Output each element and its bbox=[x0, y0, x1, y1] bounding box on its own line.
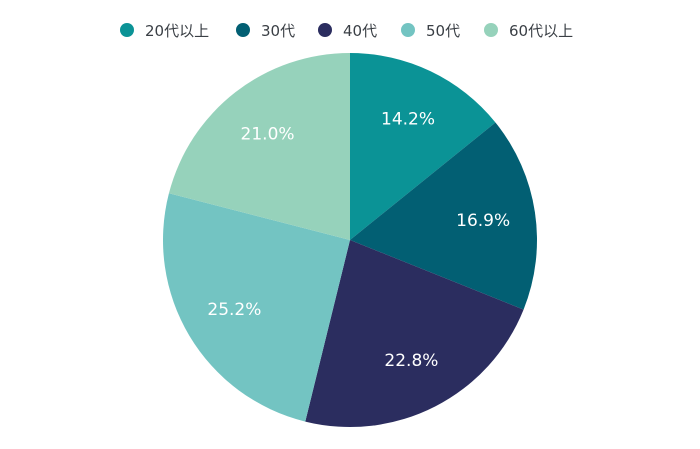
slice-label: 16.9% bbox=[456, 211, 510, 231]
slice-label: 25.2% bbox=[207, 300, 261, 320]
legend-label[interactable]: 50代 bbox=[426, 22, 460, 40]
pie-slice-2[interactable] bbox=[350, 122, 537, 310]
legend-marker bbox=[484, 23, 498, 37]
pie-slice-1[interactable] bbox=[350, 53, 496, 240]
legend-label[interactable]: 30代 bbox=[261, 22, 295, 40]
slice-label: 22.8% bbox=[384, 351, 438, 371]
legend-marker bbox=[401, 23, 415, 37]
legend-marker bbox=[318, 23, 332, 37]
legend-marker bbox=[120, 23, 134, 37]
pie-slice-5[interactable] bbox=[168, 53, 350, 240]
pie-slice-4[interactable] bbox=[162, 193, 350, 422]
legend-marker bbox=[236, 23, 250, 37]
pie-slice-3[interactable] bbox=[305, 240, 524, 427]
legend-label[interactable]: 60代以上 bbox=[509, 22, 573, 40]
legend-label[interactable]: 20代以上 bbox=[145, 22, 209, 40]
slice-label: 21.0% bbox=[241, 125, 295, 145]
legend-label[interactable]: 40代 bbox=[343, 22, 377, 40]
slice-label: 14.2% bbox=[381, 110, 435, 130]
